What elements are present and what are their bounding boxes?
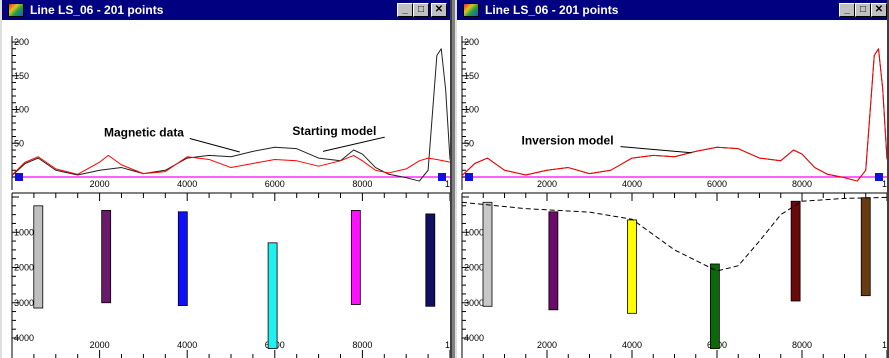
section-y-tick-label: 3000 xyxy=(14,298,34,308)
mag-y-tick-label: 100 xyxy=(464,105,479,115)
profile-plot[interactable]: 2000400060008000102000400060008000105010… xyxy=(457,22,887,358)
mag-x-tick-label: 2000 xyxy=(90,179,110,189)
mag-y-tick-label: 200 xyxy=(14,37,29,47)
section-x-tick-label: 10 xyxy=(445,340,450,350)
mag-x-tick-label: 4000 xyxy=(622,179,642,189)
mag-x-tick-label: 6000 xyxy=(707,179,727,189)
body-prism xyxy=(350,209,361,305)
profile-window-left[interactable]: Line LS_06 - 201 points _ □ ✕ 2000 4000 60… xyxy=(0,0,452,358)
maximize-button[interactable]: □ xyxy=(855,3,871,17)
section-y-tick-label: 3000 xyxy=(464,298,484,308)
minimize-button[interactable]: _ xyxy=(397,3,413,17)
close-button[interactable]: ✕ xyxy=(871,3,887,17)
mag-y-tick-label: 150 xyxy=(464,71,479,81)
mag-x-tick-label: 10 xyxy=(882,179,887,189)
curve-label: Starting model xyxy=(292,124,376,138)
body-prism xyxy=(101,209,112,304)
title-bar[interactable]: Line LS_06 - 201 points _ □ ✕ xyxy=(2,0,450,20)
magnetic-data-line xyxy=(11,48,450,182)
label-leader xyxy=(322,136,385,152)
label-leader xyxy=(620,146,692,154)
mag-x-tick-label: 8000 xyxy=(792,179,812,189)
minimize-button[interactable]: _ xyxy=(839,3,855,17)
title-bar[interactable]: Line LS_06 - 201 points _ □ ✕ xyxy=(457,0,887,20)
model-line xyxy=(461,48,887,182)
mag-y-tick-label: 100 xyxy=(14,105,29,115)
start-marker xyxy=(15,173,23,181)
label-leader xyxy=(189,138,240,153)
end-marker xyxy=(875,173,883,181)
body-prism xyxy=(482,201,493,307)
mag-x-tick-label: 8000 xyxy=(352,179,372,189)
section-x-tick-label: 10 xyxy=(882,340,887,350)
window-title: Line LS_06 - 201 points xyxy=(30,3,164,17)
body-prism xyxy=(709,263,720,349)
mag-y-tick-label: 200 xyxy=(464,37,479,47)
maximize-button[interactable]: □ xyxy=(413,3,429,17)
body-prism xyxy=(860,197,871,297)
basement-line xyxy=(461,196,887,272)
app-icon[interactable] xyxy=(463,3,479,17)
mag-y-tick-label: 50 xyxy=(14,138,24,148)
section-x-tick-label: 2000 xyxy=(537,340,557,350)
model-line xyxy=(11,154,450,176)
body-prism xyxy=(33,205,44,309)
body-prism xyxy=(627,219,637,314)
body-prism xyxy=(425,213,436,307)
start-marker xyxy=(465,173,473,181)
curve-label: Inversion model xyxy=(522,134,614,148)
profile-plot[interactable]: 2000400060008000102000400060008000105010… xyxy=(2,22,450,358)
section-y-tick-label: 4000 xyxy=(14,333,34,343)
curve-label: Magnetic data xyxy=(104,126,184,140)
section-x-tick-label: 4000 xyxy=(177,340,197,350)
mag-x-tick-label: 4000 xyxy=(177,179,197,189)
magnetic-data-line xyxy=(461,48,887,182)
section-y-tick-label: 1000 xyxy=(464,227,484,237)
section-x-tick-label: 2000 xyxy=(90,340,110,350)
window-title: Line LS_06 - 201 points xyxy=(485,3,619,17)
body-prism xyxy=(790,200,801,302)
section-y-tick-label: 4000 xyxy=(464,333,484,343)
end-marker xyxy=(438,173,446,181)
body-prism xyxy=(548,211,559,311)
section-x-tick-label: 8000 xyxy=(792,340,812,350)
section-x-tick-label: 8000 xyxy=(352,340,372,350)
profile-window-right[interactable]: Line LS_06 - 201 points _ □ ✕ 2000 4000 60… xyxy=(455,0,889,358)
section-y-tick-label: 1000 xyxy=(14,227,34,237)
mag-y-tick-label: 50 xyxy=(464,138,474,148)
mag-x-tick-label: 10 xyxy=(445,179,450,189)
mag-x-tick-label: 2000 xyxy=(537,179,557,189)
section-y-tick-label: 2000 xyxy=(14,263,34,273)
close-button[interactable]: ✕ xyxy=(431,3,447,17)
mag-x-tick-label: 6000 xyxy=(265,179,285,189)
app-icon[interactable] xyxy=(8,3,24,17)
section-x-tick-label: 4000 xyxy=(622,340,642,350)
body-prism xyxy=(267,242,278,349)
section-y-tick-label: 2000 xyxy=(464,263,484,273)
body-prism xyxy=(177,211,188,306)
mag-y-tick-label: 150 xyxy=(14,71,29,81)
